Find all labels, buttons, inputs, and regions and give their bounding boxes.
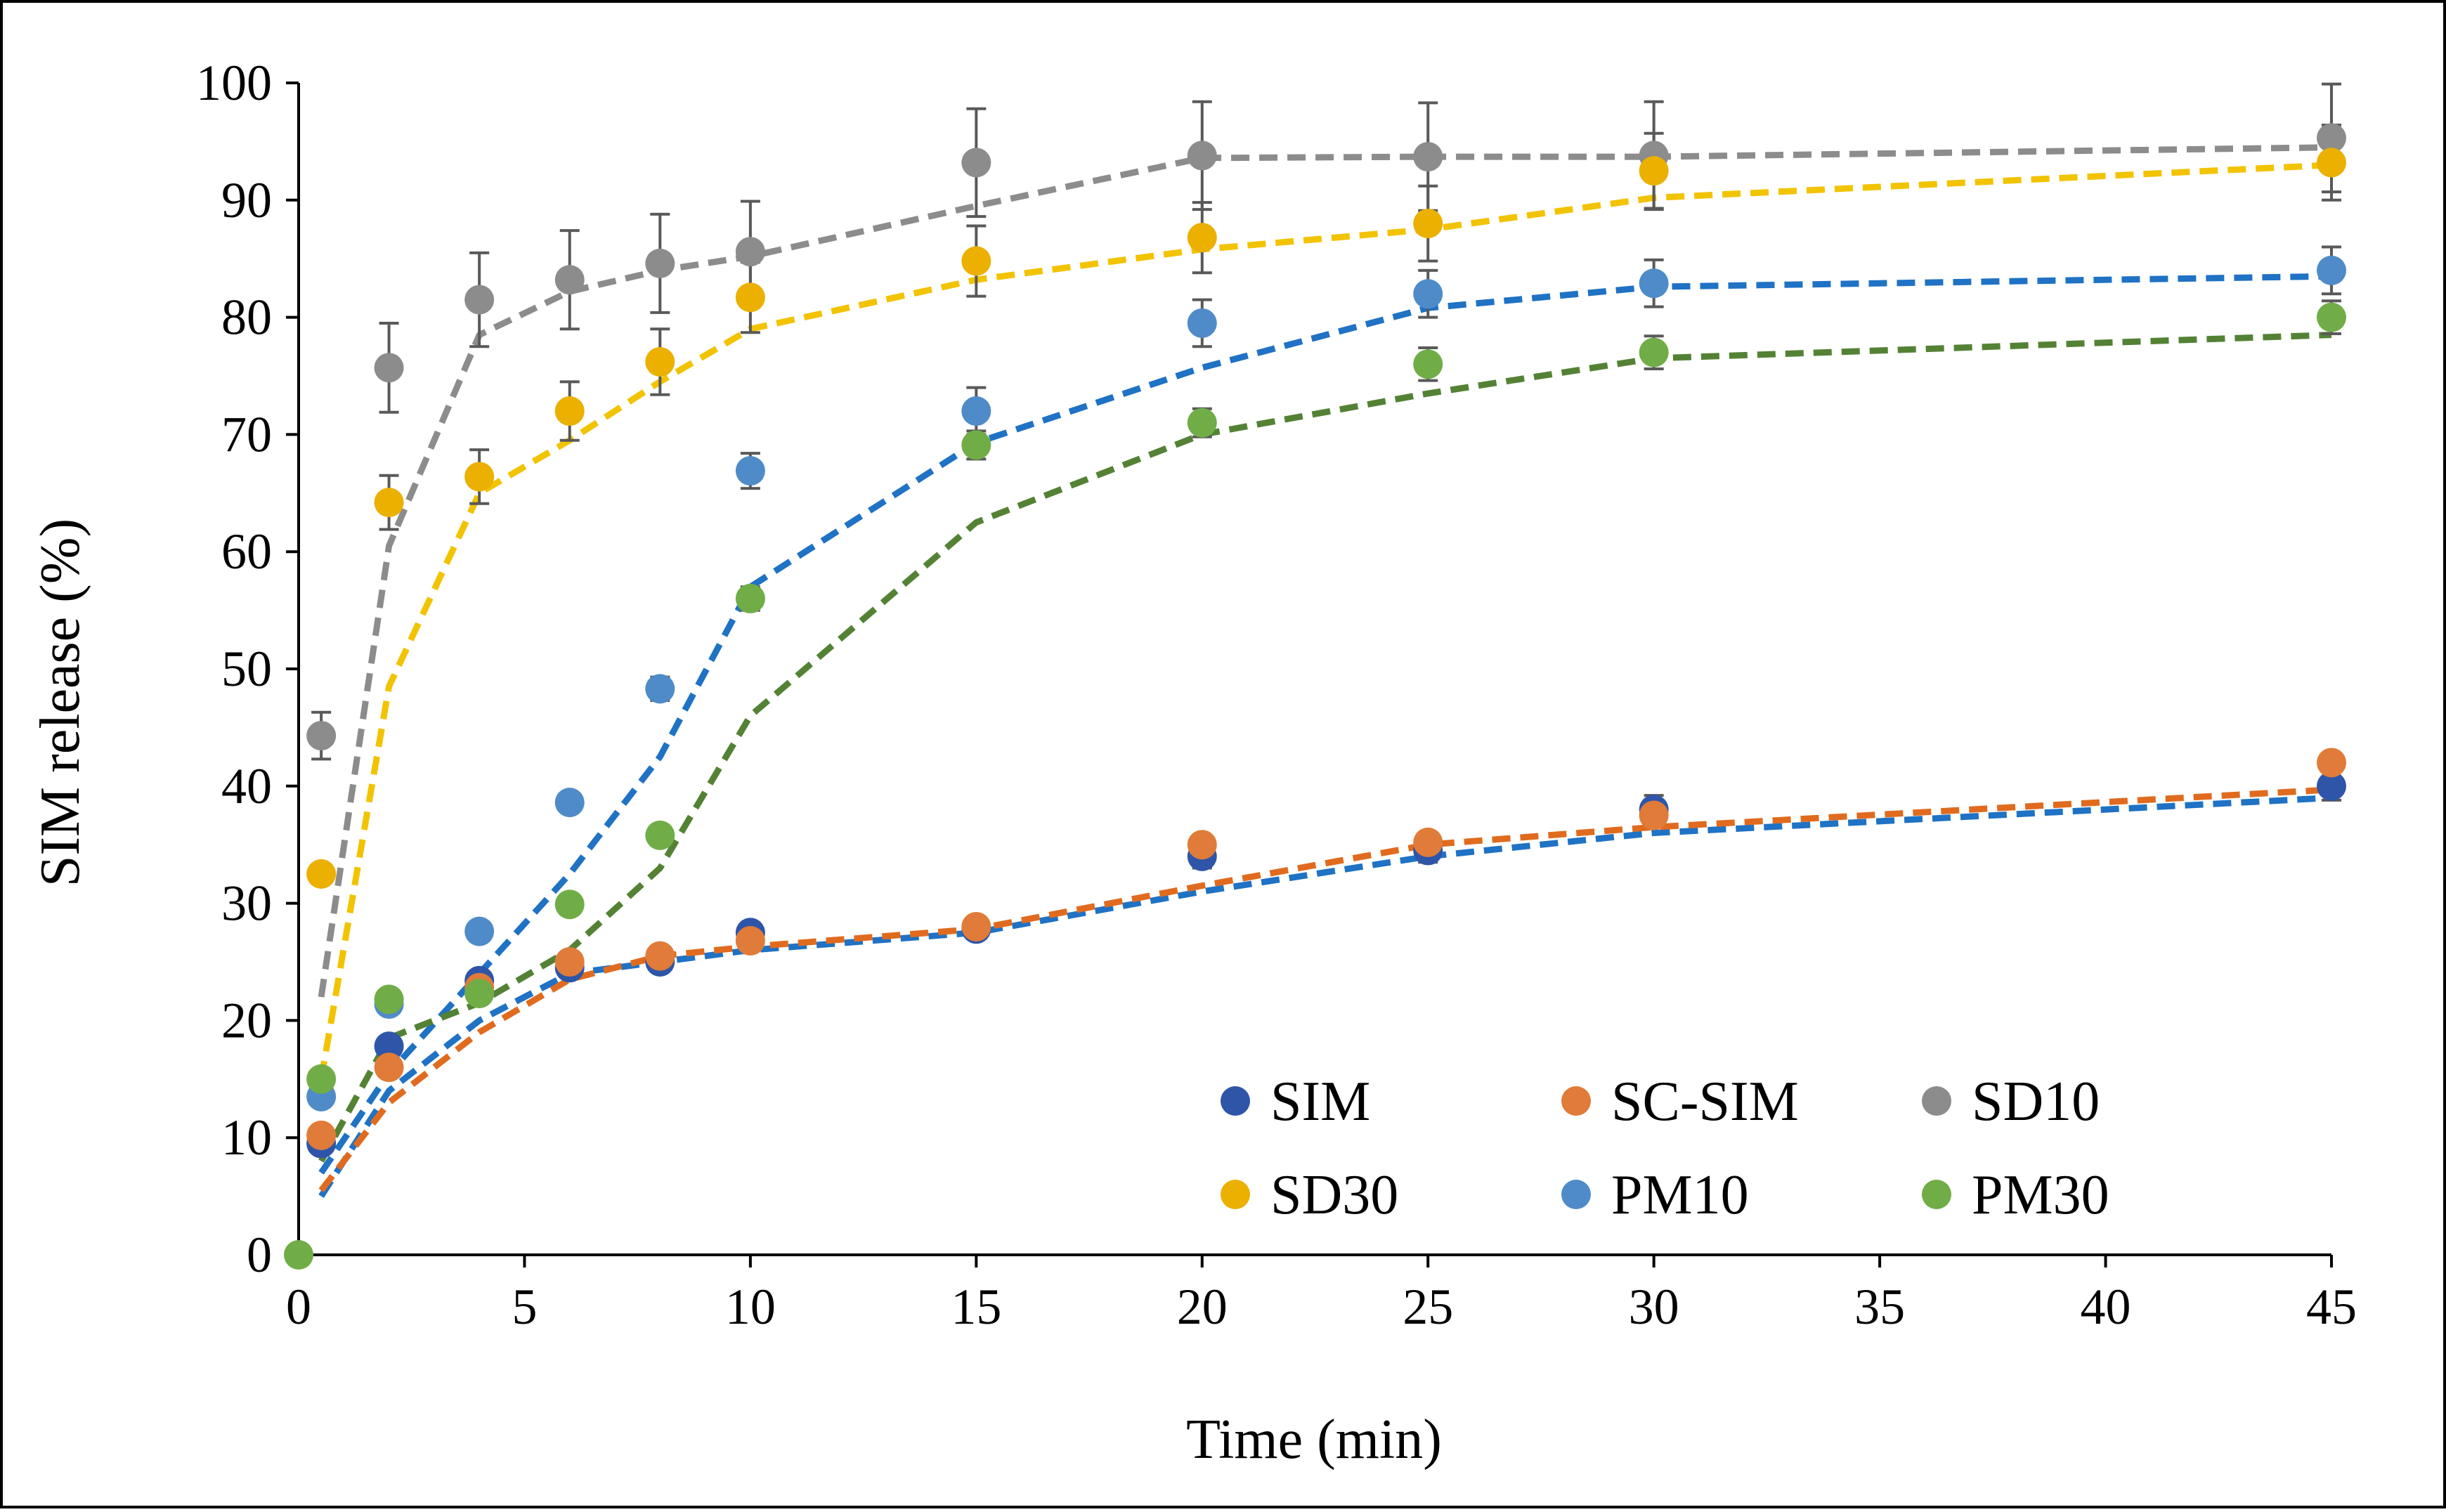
legend-marker-pm10 — [1561, 1180, 1591, 1209]
data-point-pm10 — [961, 396, 991, 426]
data-point-sd30 — [735, 282, 765, 313]
data-point-sc-sim — [374, 1052, 404, 1083]
legend-label-sd10: SD10 — [1972, 1071, 2100, 1133]
legend-label-sd30: SD30 — [1270, 1164, 1398, 1226]
legend-marker-sim — [1221, 1086, 1250, 1116]
data-point-pm30 — [464, 979, 495, 1009]
data-point-origin — [284, 1240, 313, 1270]
data-point-sd30 — [374, 488, 404, 518]
data-point-sd30 — [645, 346, 675, 377]
data-point-sc-sim — [1187, 830, 1217, 860]
data-point-sd10 — [645, 248, 675, 278]
data-point-sc-sim — [1639, 800, 1669, 830]
data-point-sd30 — [1639, 156, 1669, 186]
data-points — [284, 123, 2346, 1270]
data-point-sd30 — [306, 859, 337, 889]
data-point-sim — [2317, 771, 2346, 801]
y-tick-label: 50 — [221, 641, 272, 697]
y-tick-label: 70 — [221, 406, 272, 462]
data-point-sd30 — [1413, 209, 1443, 239]
x-tick-label: 25 — [1403, 1279, 1453, 1335]
legend-label-sim: SIM — [1270, 1071, 1370, 1133]
data-point-sc-sim — [1413, 827, 1443, 857]
data-point-pm10 — [2317, 255, 2346, 285]
data-point-sd10 — [961, 148, 991, 178]
legend-marker-sc-sim — [1561, 1086, 1591, 1116]
legend-label-pm30: PM30 — [1972, 1164, 2109, 1226]
x-axis-title: Time (min) — [1186, 1409, 1442, 1471]
data-point-sim — [374, 1031, 404, 1062]
tick-labels: 0 10 20 30 40 50 60 70 80 90 100 0 5 10 15 20 25 30 35 40 45 — [196, 55, 2357, 1335]
y-tick-label: 30 — [221, 875, 272, 932]
data-point-pm10 — [554, 788, 585, 818]
data-point-sc-sim — [2317, 748, 2346, 778]
data-point-sc-sim — [735, 925, 765, 956]
data-point-pm10 — [735, 456, 765, 486]
data-point-sc-sim — [306, 1120, 337, 1150]
x-tick-label: 20 — [1177, 1279, 1228, 1335]
data-point-pm30 — [1187, 408, 1217, 438]
data-point-sd10 — [735, 237, 765, 267]
data-point-sd30 — [464, 462, 495, 492]
data-point-sc-sim — [645, 941, 675, 971]
data-point-sd30 — [961, 246, 991, 276]
legend-marker-sd10 — [1922, 1086, 1951, 1116]
data-point-pm10 — [464, 916, 495, 946]
data-point-pm10 — [1639, 268, 1669, 299]
y-tick-label: 60 — [221, 523, 272, 580]
data-point-sd10 — [464, 285, 495, 315]
data-point-sd30 — [554, 396, 585, 426]
data-point-pm10 — [1187, 308, 1217, 338]
x-tick-label: 10 — [725, 1279, 776, 1335]
y-tick-label: 0 — [247, 1227, 272, 1283]
data-point-sd10 — [554, 265, 585, 295]
fit-line-pm10-fit — [318, 273, 2332, 1175]
data-point-pm30 — [306, 1064, 337, 1094]
y-tick-label: 90 — [221, 172, 272, 228]
y-tick-label: 80 — [221, 289, 272, 346]
data-point-pm10 — [645, 674, 675, 704]
legend-marker-sd30 — [1221, 1180, 1250, 1209]
data-point-pm30 — [735, 583, 765, 613]
data-point-pm10 — [1413, 279, 1443, 309]
data-point-sd10 — [306, 721, 337, 751]
data-point-sc-sim — [961, 911, 991, 941]
x-tick-label: 5 — [512, 1279, 537, 1335]
x-tick-label: 40 — [2081, 1279, 2131, 1335]
data-point-pm30 — [554, 889, 585, 920]
x-tick-label: 35 — [1854, 1279, 1905, 1335]
x-tick-label: 30 — [1629, 1279, 1679, 1335]
y-tick-label: 100 — [196, 55, 272, 111]
data-point-pm30 — [1639, 337, 1669, 367]
data-point-pm30 — [1413, 349, 1443, 379]
y-axis-title: SIM release (%) — [30, 519, 91, 887]
data-point-sd10 — [1413, 142, 1443, 172]
x-tick-label: 0 — [286, 1279, 311, 1335]
data-point-pm30 — [961, 430, 991, 460]
y-tick-label: 20 — [221, 992, 272, 1048]
x-tick-label: 15 — [951, 1279, 1001, 1335]
legend: SIM SC-SIM SD10 SD30 PM10 PM30 — [1221, 1071, 2109, 1226]
legend-label-sc-sim: SC-SIM — [1611, 1071, 1799, 1133]
data-point-pm30 — [645, 820, 675, 850]
data-point-sd10 — [2317, 123, 2346, 153]
data-point-sd10 — [374, 353, 404, 383]
fit-line-pm30-fit — [318, 332, 2332, 1163]
data-point-sc-sim — [554, 947, 585, 977]
x-tick-label: 45 — [2306, 1279, 2357, 1335]
data-point-pm30 — [374, 984, 404, 1015]
legend-label-pm10: PM10 — [1611, 1164, 1749, 1226]
data-point-pm30 — [2317, 302, 2346, 332]
data-point-sd30 — [1187, 223, 1217, 253]
legend-marker-pm30 — [1922, 1180, 1951, 1209]
y-tick-label: 40 — [221, 758, 272, 814]
data-point-sd10 — [1187, 141, 1217, 171]
y-tick-label: 10 — [221, 1109, 272, 1166]
data-point-sd30 — [2317, 148, 2346, 178]
